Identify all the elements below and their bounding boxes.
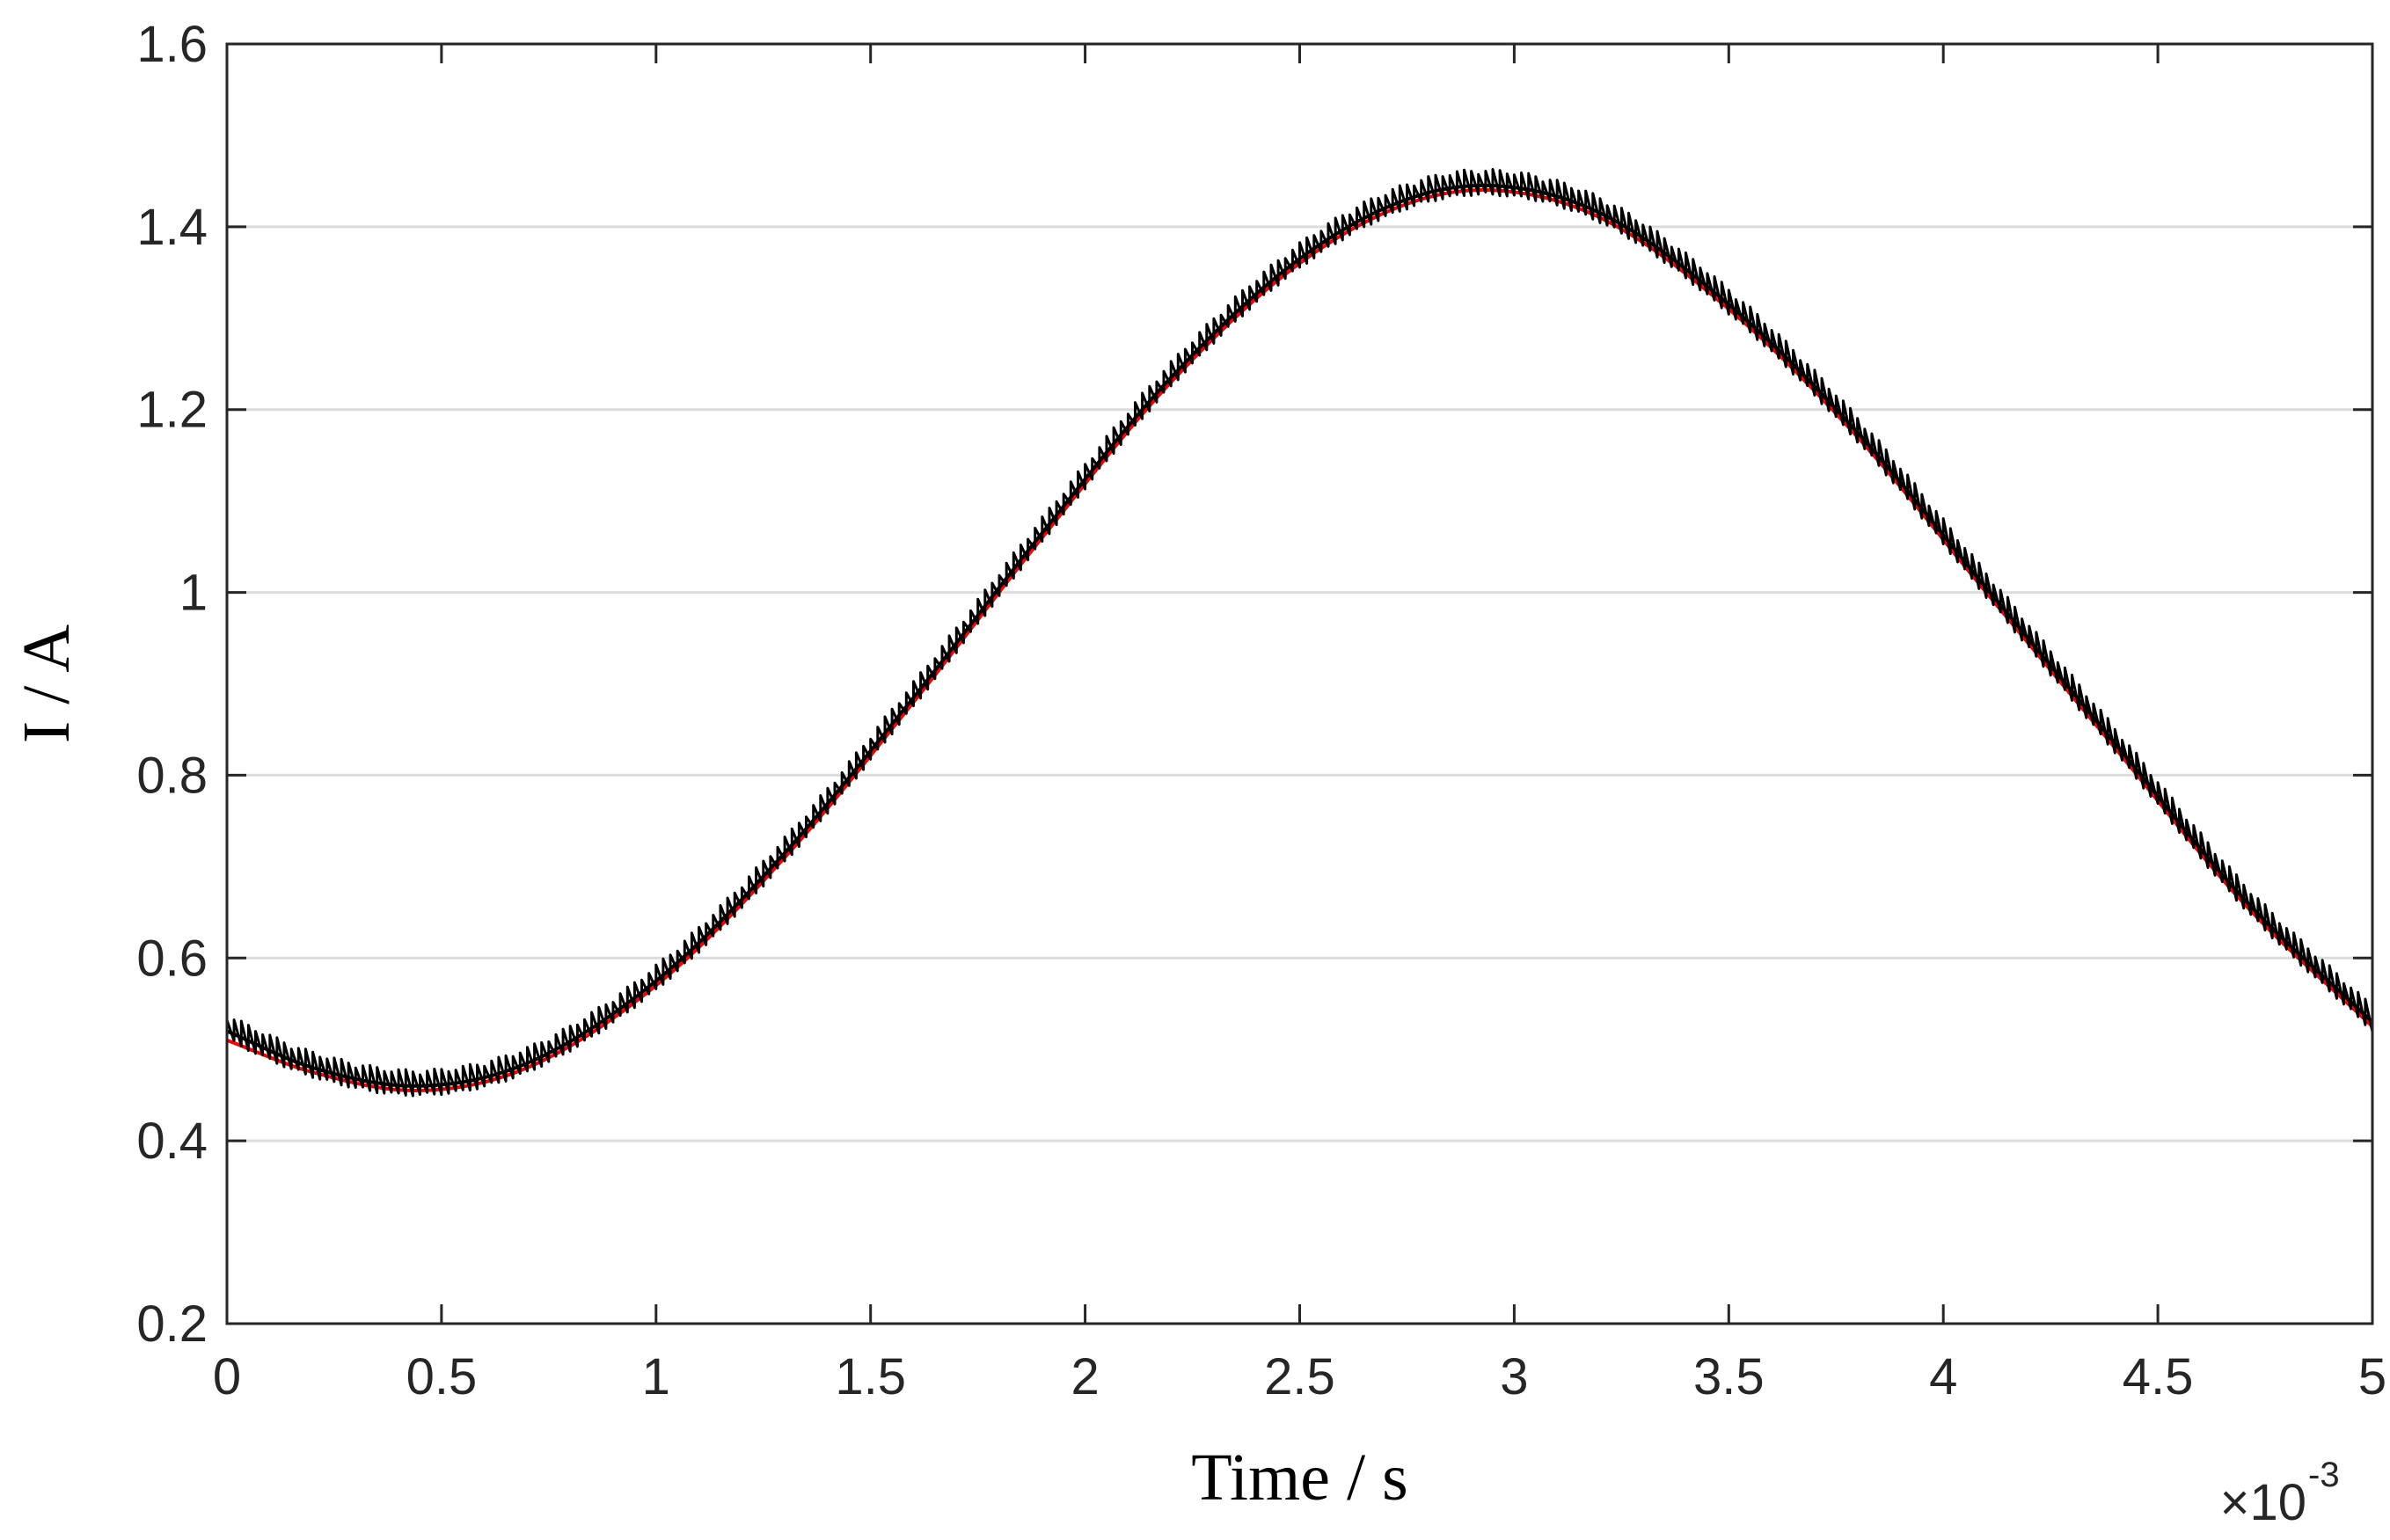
y-tick-label: 0.8 (136, 747, 208, 804)
y-tick-labels: 0.2 0.4 0.6 0.8 1 1.2 1.4 1.6 (136, 16, 208, 1353)
x-tick-label: 2 (1071, 1348, 1099, 1405)
x-axis-multiplier: ×10 (2220, 1474, 2306, 1531)
x-tick-label: 2.5 (1264, 1348, 1335, 1405)
grid-lines (227, 225, 2372, 1142)
series-line-ripple-center (226, 183, 2374, 1088)
x-axis-label: Time / s (1191, 1441, 1407, 1514)
x-tick-label: 5 (2358, 1348, 2386, 1405)
y-tick-label: 1.2 (136, 382, 208, 439)
x-tick-label: 0.5 (406, 1348, 478, 1405)
x-tick-label: 3.5 (1693, 1348, 1765, 1405)
y-tick-label: 1.6 (136, 16, 208, 73)
x-tick-label: 0 (213, 1348, 241, 1405)
y-tick-label: 1.4 (136, 199, 208, 256)
y-tick-label: 0.6 (136, 930, 208, 987)
y-tick-label: 1 (179, 565, 208, 622)
y-axis-label: I / A (10, 624, 84, 743)
x-tick-label: 3 (1500, 1348, 1528, 1405)
x-axis-multiplier-base: ×10 (2220, 1474, 2306, 1531)
x-tick-label: 4 (1929, 1348, 1957, 1405)
x-tick-label: 4.5 (2123, 1348, 2194, 1405)
x-tick-labels: 0 0.5 1 1.5 2 2.5 3 3.5 4 4.5 5 (213, 1348, 2386, 1405)
y-tick-label: 0.4 (136, 1113, 208, 1170)
plot-series (225, 168, 2374, 1098)
x-axis-multiplier-exponent: -3 (2308, 1456, 2340, 1494)
axis-ticks (225, 42, 2374, 1325)
x-tick-label: 1 (642, 1348, 670, 1405)
y-tick-label: 0.2 (136, 1295, 208, 1353)
x-tick-label: 1.5 (835, 1348, 906, 1405)
